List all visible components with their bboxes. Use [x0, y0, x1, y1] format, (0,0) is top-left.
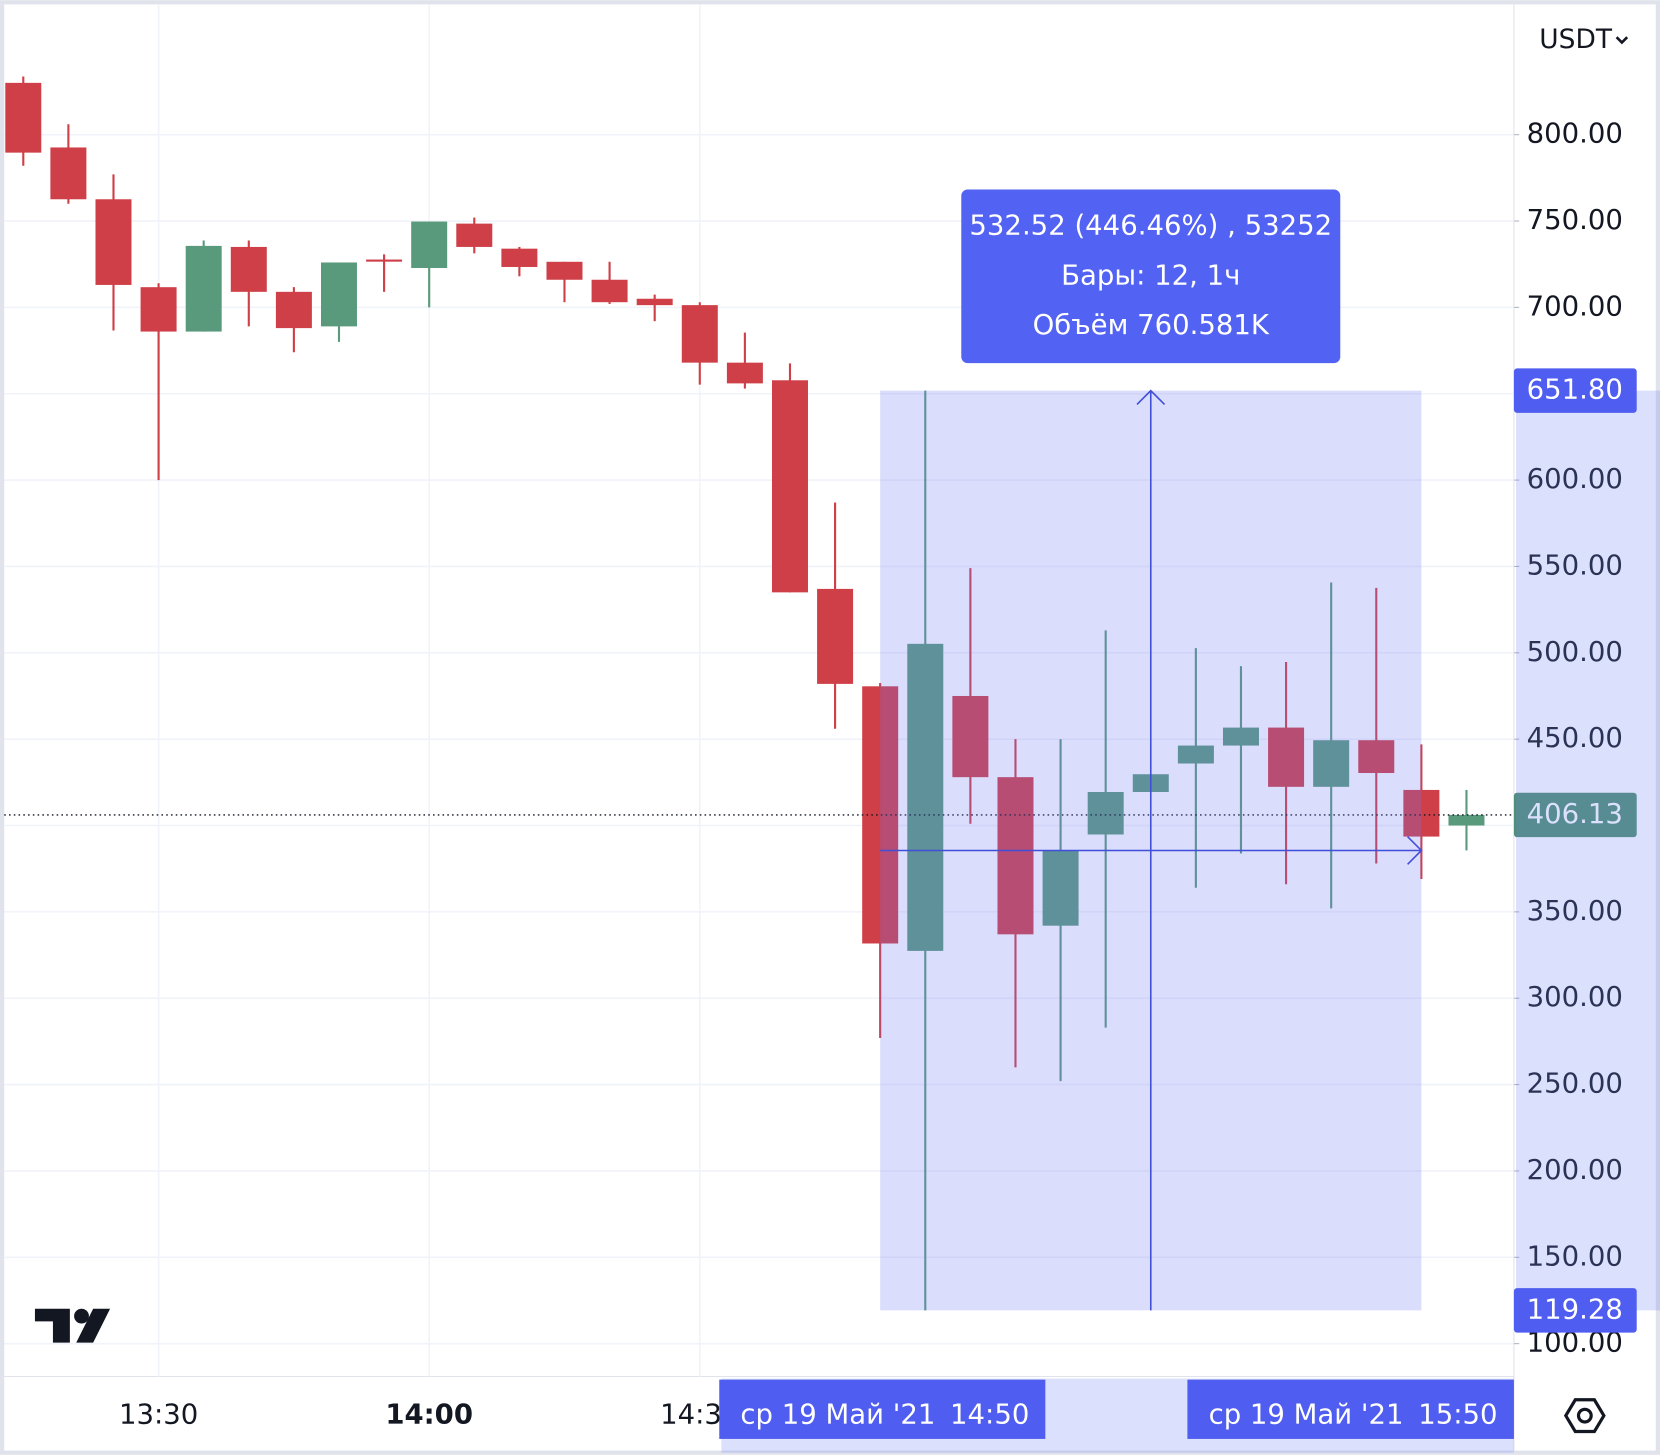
x-tick-label: 14:00 — [385, 1399, 473, 1431]
candle-body — [771, 380, 808, 593]
y-tick-label: 750.00 — [1527, 204, 1623, 236]
axes: 100.00150.00200.00250.00300.00350.00400.… — [119, 118, 1660, 1453]
y-tick-label: 350.00 — [1527, 895, 1623, 927]
candle-body — [817, 588, 854, 684]
y-tick-label: 450.00 — [1527, 722, 1623, 754]
x-tick-label: 13:30 — [119, 1399, 198, 1431]
candle-body — [140, 287, 177, 332]
y-tick-label: 600.00 — [1527, 463, 1623, 495]
time-range-date: ср 19 Май '21 — [740, 1399, 935, 1431]
measure: 532.52 (446.46%) , 53252 Бары: 12, 1ч Объё… — [880, 189, 1423, 1311]
y-tick-label: 500.00 — [1527, 636, 1623, 668]
last-price-label: 406.13 — [1527, 798, 1623, 830]
y-tick-label: 150.00 — [1527, 1240, 1623, 1272]
measure-v-head — [1136, 389, 1166, 405]
y-tick-label: 250.00 — [1527, 1068, 1623, 1100]
last-price-box — [1513, 792, 1637, 838]
candle-body — [275, 291, 312, 329]
logo — [34, 1308, 111, 1343]
candle-body — [320, 262, 357, 327]
measure-h-head — [1407, 836, 1423, 865]
price-range-label: 651.80 — [1527, 374, 1623, 406]
candle-body — [1042, 850, 1079, 926]
candle-body — [952, 695, 989, 778]
measure-info-line: Объём 760.581K — [1033, 309, 1270, 341]
candle-body — [366, 259, 403, 262]
candle-body — [456, 223, 493, 247]
candle-body — [1358, 740, 1395, 774]
y-tick-label: 800.00 — [1527, 118, 1623, 150]
time-range-box — [1187, 1379, 1514, 1439]
time-range-time: 15:50 — [1418, 1399, 1497, 1431]
time-range-time: 14:50 — [950, 1399, 1029, 1431]
y-tick-label: 200.00 — [1527, 1154, 1623, 1186]
candle-body — [1313, 740, 1350, 787]
candle-body — [1177, 745, 1214, 764]
candle-body — [997, 777, 1034, 935]
y-tick-label: 550.00 — [1527, 549, 1623, 581]
candle-body — [546, 261, 583, 280]
settings-icon[interactable] — [1563, 1398, 1606, 1434]
candle-body — [1403, 789, 1440, 837]
candle-body — [1268, 727, 1305, 787]
measure-info-line: 532.52 (446.46%) , 53252 — [969, 210, 1332, 242]
y-tick-label: 700.00 — [1527, 290, 1623, 322]
currency[interactable]: USDT — [1539, 24, 1613, 55]
price-range-box — [1513, 1288, 1637, 1333]
candle-body — [1087, 792, 1124, 835]
candle-body — [95, 199, 132, 285]
candles — [4, 76, 1514, 1311]
measure-info-box — [961, 189, 1341, 364]
candle-body — [1448, 814, 1485, 826]
candle-body — [591, 279, 628, 303]
time-range-date: ср 19 Май '21 — [1209, 1399, 1404, 1431]
price-range-box — [1513, 368, 1637, 413]
time-range-box — [719, 1379, 1046, 1439]
candle-body — [5, 82, 42, 153]
y-tick-label: 300.00 — [1527, 981, 1623, 1013]
candle-body — [501, 248, 538, 267]
candle-body — [185, 245, 222, 332]
price-range — [1516, 390, 1660, 1311]
currency-chevron[interactable] — [1615, 36, 1629, 45]
candle-body — [636, 298, 673, 306]
candle-body — [726, 362, 763, 384]
candle-body — [681, 305, 718, 363]
grid — [4, 4, 1514, 1377]
candle-body — [50, 147, 87, 200]
candle-body — [907, 643, 944, 951]
candle-body — [1222, 727, 1259, 746]
measure-info-line: Бары: 12, 1ч — [1061, 259, 1240, 291]
price-range-label: 119.28 — [1527, 1293, 1623, 1325]
candle-body — [862, 686, 899, 944]
candle-body — [230, 246, 267, 292]
candle-body — [411, 221, 448, 269]
